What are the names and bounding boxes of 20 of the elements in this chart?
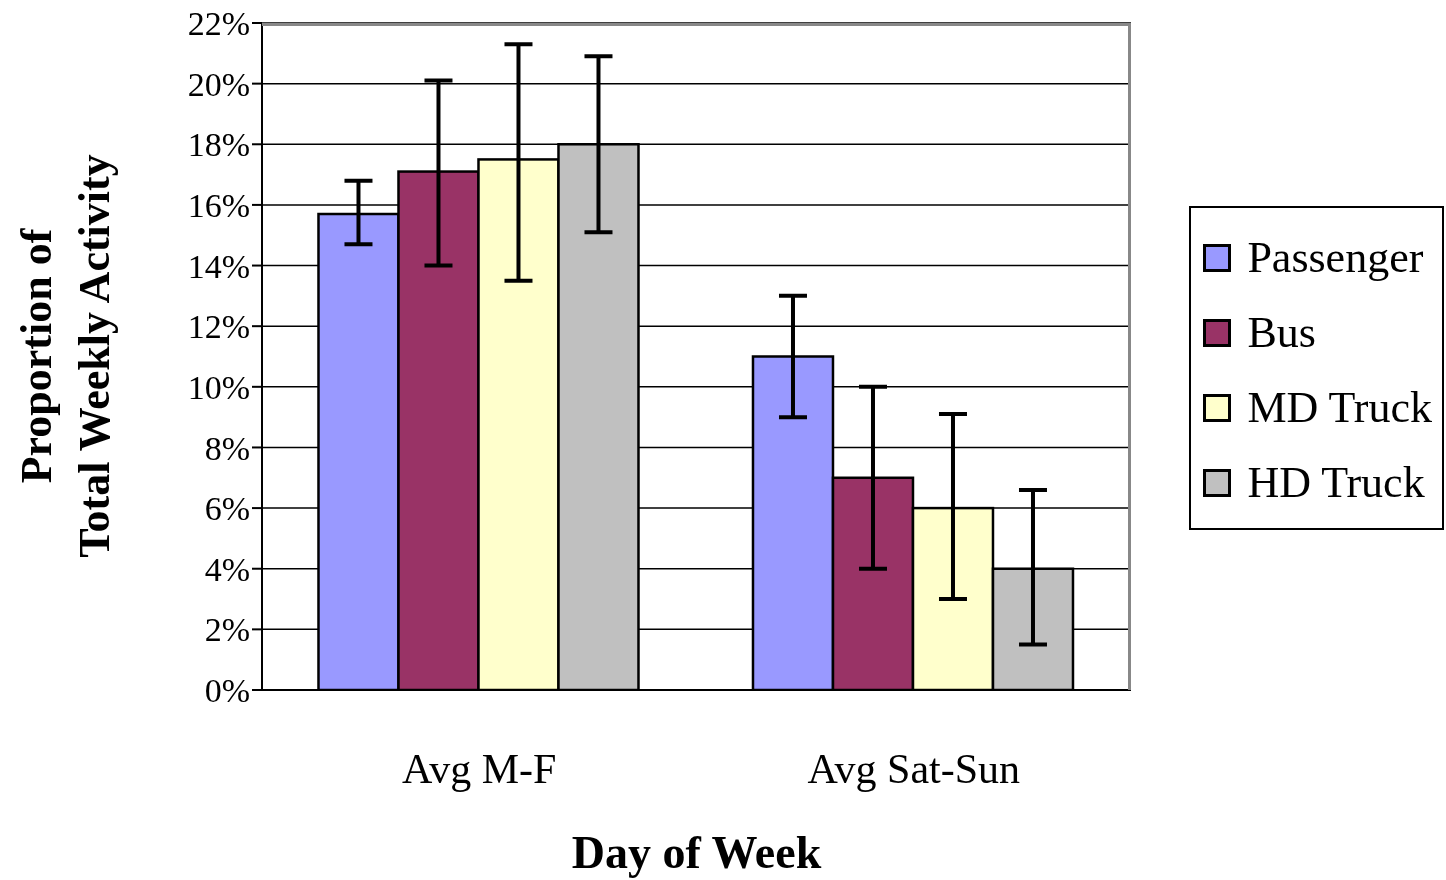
legend-label: HD Truck [1247, 457, 1425, 508]
y-tick-label: 20% [187, 65, 250, 103]
y-tick-label: 16% [187, 186, 250, 224]
y-tick-label: 2% [204, 611, 250, 649]
y-axis-title: Proportion of Total Weekly Activity [11, 153, 120, 560]
y-tick-label: 8% [204, 429, 250, 467]
legend-label: Passenger [1247, 232, 1424, 283]
legend-label: MD Truck [1247, 382, 1432, 433]
x-axis-title: Day of Week [570, 826, 823, 879]
y-tick-label: 0% [204, 672, 250, 710]
y-tick-label: 6% [204, 490, 250, 528]
y-tick-label: 14% [187, 247, 250, 285]
x-tick-label: Avg Sat-Sun [807, 745, 1021, 792]
y-tick-label: 12% [187, 308, 250, 346]
x-tick-label: Avg M-F [402, 745, 557, 792]
y-tick-label: 22% [187, 5, 250, 43]
y-tick-label: 10% [187, 368, 250, 406]
y-tick-label: 18% [187, 126, 250, 164]
y-tick-label: 4% [204, 550, 250, 588]
legend-label: Bus [1247, 307, 1316, 358]
